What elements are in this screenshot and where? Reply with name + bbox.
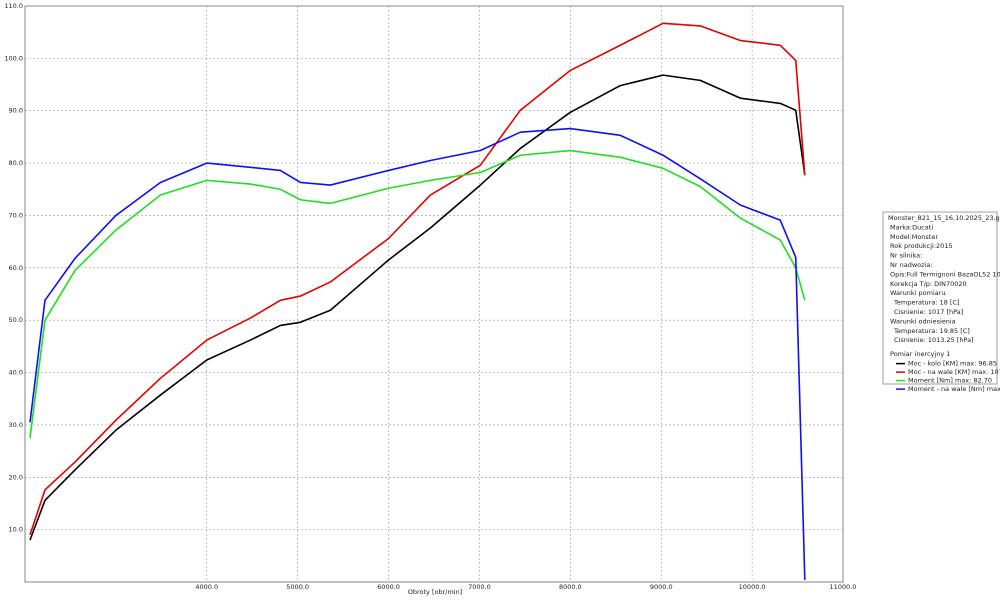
x-tick-label: 4000.0 [195,583,218,591]
y-tick-label: 40.0 [9,369,23,377]
x-tick-label: 9000.0 [650,583,673,591]
info-line: Monster_821_15_16.10.2025_23.gxml [888,214,1000,222]
y-tick-label: 20.0 [9,473,23,481]
info-line: Cisnienie: 1013.25 [hPa] [894,336,974,344]
y-tick-label: 10.0 [9,526,23,534]
x-tick-label: 8000.0 [559,583,582,591]
info-line: Warunki pomiaru [890,289,946,297]
info-line: Rok produkcji:2015 [890,242,953,250]
info-line: Korekcja T/p: DIN70020 [890,280,967,288]
x-tick-label: 10000.0 [739,583,766,591]
info-line: Model:Monster [890,233,938,241]
info-line: Temperatura: 19.85 [C] [893,327,970,335]
y-tick-label: 100.0 [4,54,23,62]
y-tick-label: 50.0 [9,316,23,324]
x-tick-label: 7000.0 [468,583,491,591]
y-tick-label: 110.0 [4,2,23,10]
y-tick-label: 80.0 [9,159,23,167]
legend-box [882,211,998,385]
info-line: Opis:Full Termignoni BazaOL52 100 [890,270,1000,278]
y-tick-label: 70.0 [9,211,23,219]
info-line: Marka:Ducati [890,223,933,231]
info-line: Nr silnika: [890,252,922,260]
series-line [29,74,806,541]
info-line: Temperatura: 18 [C] [893,299,960,307]
x-tick-label: 6000.0 [377,583,400,591]
info-line: Pomiar inercyjny 1 [890,350,950,358]
plot-frame [24,5,844,583]
info-line: Cisnienie: 1017 [hPa] [894,308,963,316]
legend-label: Moc - kolo [KM] max: 96.85 [908,360,997,368]
x-tick-label: 11000.0 [830,583,857,591]
info-line: Nr nadwozia: [890,261,933,269]
series-line [29,149,806,439]
series-line [29,22,806,536]
y-tick-label: 90.0 [9,107,23,115]
series-line [29,127,806,580]
legend-label: Moment [Nm] max: 82.70 [908,377,992,385]
y-tick-label: 60.0 [9,264,23,272]
info-line: Warunki odniesienia [890,317,956,325]
y-tick-label: 30.0 [9,421,23,429]
legend-label: Moment - na wale [Nm] max: 86.83 [908,385,1000,393]
x-axis-label: Obroty [obr/min] [408,588,463,596]
legend-label: Moc - na wale [KM] max: 107.05 [908,368,1000,376]
x-tick-label: 5000.0 [286,583,309,591]
